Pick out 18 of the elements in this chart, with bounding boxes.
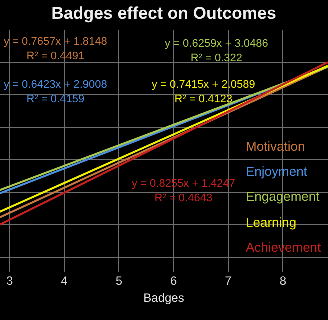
x-tick-label: 8 xyxy=(280,274,287,288)
text: Motivation xyxy=(246,139,306,154)
annotation: y = 0.6423x + 2.9008 R² = 0.4159 xyxy=(4,79,108,106)
text: Achievement xyxy=(246,240,322,255)
annotation: y = 0.6259x + 3.0486 R² = 0.322 xyxy=(165,38,268,64)
text: Engagement xyxy=(246,189,320,204)
annotation: y = 0.7657x + 1.8148 R² = 0.4491 xyxy=(4,36,108,62)
x-tick-label: 5 xyxy=(116,274,123,288)
text: Learning xyxy=(246,215,297,230)
x-tick-label: 7 xyxy=(225,274,232,288)
x-tick-label: 6 xyxy=(170,274,178,288)
x-tick-label: 3 xyxy=(6,274,14,288)
annotation: y = 0.7415x + 2.0589 R² = 0.4123 xyxy=(152,79,256,106)
x-tick-label: 4 xyxy=(61,274,68,288)
x-axis-title: Badges xyxy=(144,290,184,305)
chart-title: Badges effect on Outcomes xyxy=(52,4,276,23)
text: Enjoyment xyxy=(246,164,308,179)
annotation: y = 0.8255x + 1.4247 R² = 0.4643 xyxy=(132,178,236,204)
